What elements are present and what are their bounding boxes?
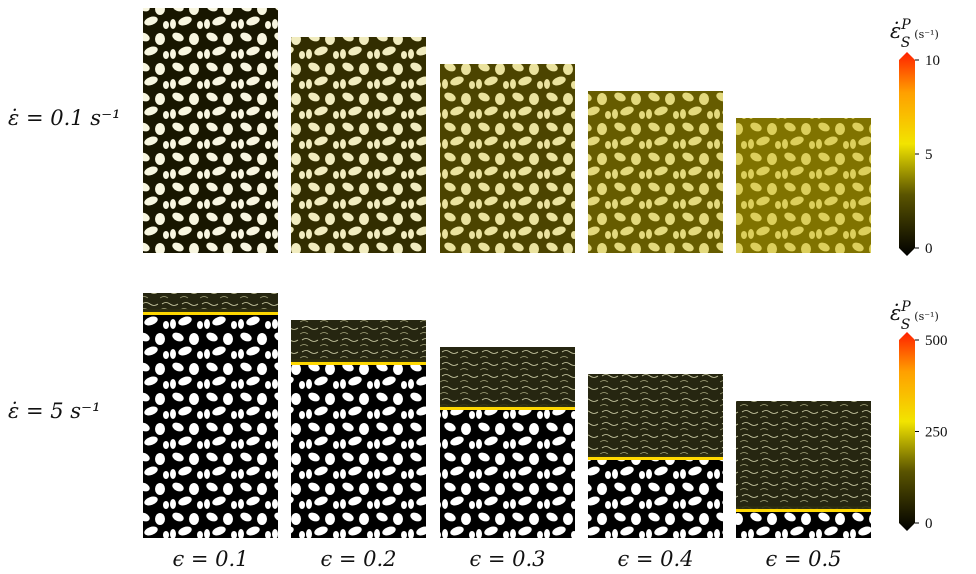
strain-overlay: [143, 8, 278, 253]
colorbar-tick-label: 0: [925, 241, 933, 257]
symbol: ε̇: [890, 19, 901, 43]
subscript: S: [901, 35, 911, 51]
column-label: ϵ = 0.5: [765, 547, 841, 571]
shear-front-glow: [143, 312, 278, 315]
colorbar-tick-label: 0: [925, 516, 933, 532]
figure: ϵ = 0.1 ϵ = 0.2 ϵ = 0.3 ϵ = 0.4 ϵ = 0.5 ε̇ = …: [0, 0, 976, 574]
compacted-band: [440, 347, 575, 410]
strain-overlay: [291, 37, 426, 253]
row-label: ε̇ = 5 s⁻¹: [8, 399, 101, 423]
column-label: ϵ = 0.1: [172, 547, 248, 571]
column-label: ϵ = 0.4: [617, 547, 693, 571]
colorbar-tick-label: 10: [925, 53, 940, 69]
strain-overlay: [588, 91, 723, 253]
compacted-band: [736, 401, 871, 512]
strain-overlay: [736, 118, 871, 253]
colorbar-tick-label: 250: [925, 425, 948, 441]
shear-front-glow: [440, 407, 575, 410]
row-label: ε̇ = 0.1 s⁻¹: [8, 106, 121, 130]
colorbar: [899, 332, 915, 531]
colorbar-tick-label: 5: [925, 147, 933, 163]
superscript: P: [900, 17, 911, 33]
shear-front-glow: [588, 457, 723, 460]
superscript: P: [900, 299, 911, 315]
colorbar: [899, 52, 915, 256]
symbol: ε̇: [890, 301, 901, 325]
compacted-band: [588, 374, 723, 460]
panels: [143, 8, 871, 538]
subscript: S: [901, 317, 911, 333]
shear-front-glow: [291, 362, 426, 365]
unit: (s⁻¹): [914, 310, 938, 323]
compacted-band: [291, 320, 426, 365]
shear-front-glow: [736, 509, 871, 512]
unit: (s⁻¹): [914, 28, 938, 41]
column-label: ϵ = 0.3: [469, 547, 545, 571]
strain-overlay: [440, 64, 575, 253]
column-label: ϵ = 0.2: [320, 547, 396, 571]
snapshot-panel: [143, 293, 278, 538]
colorbar-tick-label: 500: [925, 333, 948, 349]
